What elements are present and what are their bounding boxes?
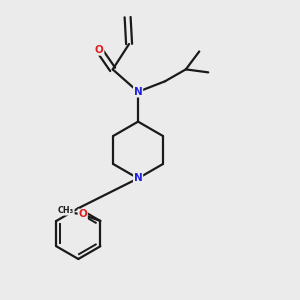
Text: N: N <box>134 173 142 183</box>
Text: CH₃: CH₃ <box>58 206 74 215</box>
Text: N: N <box>134 87 142 97</box>
Text: O: O <box>95 45 103 55</box>
Text: O: O <box>78 209 87 219</box>
